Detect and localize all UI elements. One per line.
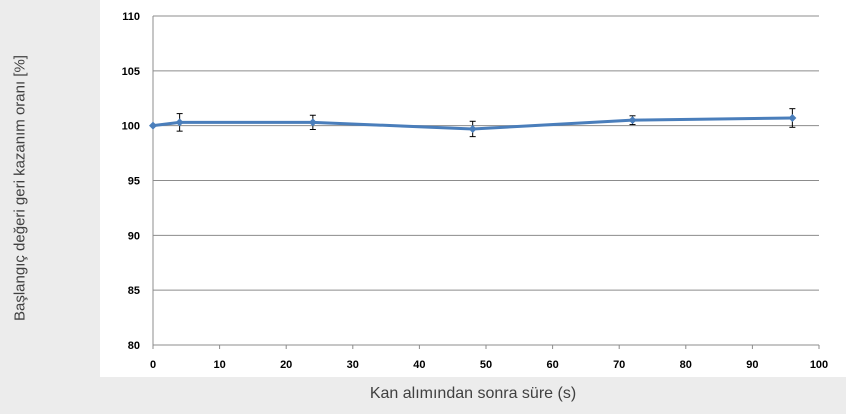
x-tick-label: 0 — [150, 359, 156, 371]
x-tick-label: 60 — [546, 359, 558, 371]
data-point — [308, 118, 317, 127]
x-tick-label: 40 — [413, 359, 425, 371]
x-tick-label: 50 — [480, 359, 492, 371]
y-tick-label: 110 — [122, 11, 140, 23]
y-tick-label: 80 — [128, 340, 140, 352]
chart-svg: 80 85 90 95 100 105 110 0 10 20 30 40 50 60 70 80 90 100 — [122, 11, 829, 371]
x-tick-label: 20 — [280, 359, 292, 371]
data-point — [468, 124, 477, 133]
x-axis-label: Kan alımından sonra süre (s) — [369, 385, 577, 402]
y-tick-label: 90 — [128, 230, 140, 242]
series-line — [152, 116, 793, 131]
x-tick-label: 100 — [810, 359, 828, 371]
y-tick-label: 100 — [122, 121, 140, 133]
y-axis-label: Başlangıç değeri geri kazanım oranı [%] — [11, 55, 29, 321]
x-tick-label: 80 — [680, 359, 692, 371]
data-point — [628, 116, 637, 125]
data-point — [788, 113, 797, 122]
y-tick-label: 105 — [122, 66, 140, 78]
x-tick-label: 30 — [347, 359, 359, 371]
data-point — [149, 121, 157, 130]
x-tick-label: 90 — [746, 359, 758, 371]
x-tick-label: 10 — [213, 359, 225, 371]
y-tick-label: 95 — [128, 176, 140, 188]
data-point — [175, 118, 184, 127]
x-tick-label: 70 — [613, 359, 625, 371]
chart-panel: 80 85 90 95 100 105 110 0 10 20 30 40 50 60 70 80 90 100 — [100, 0, 846, 377]
y-tick-label: 85 — [128, 285, 140, 297]
